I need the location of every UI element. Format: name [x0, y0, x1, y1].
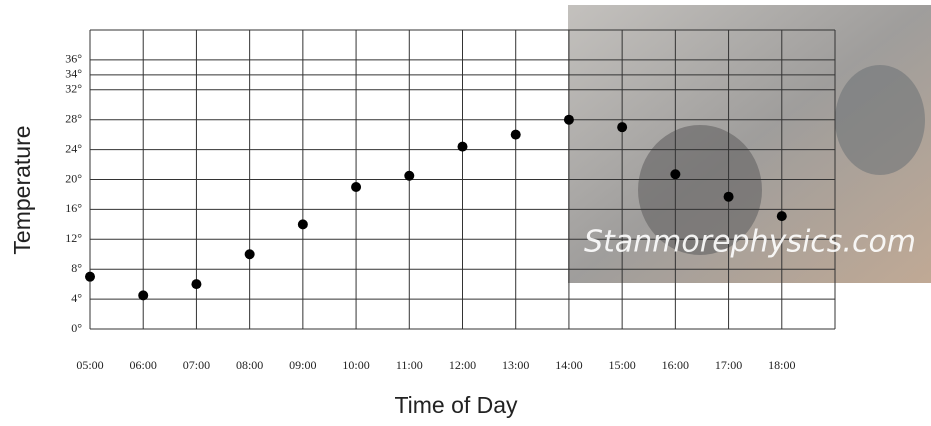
- y-tick-label: 24°: [65, 141, 82, 155]
- watermark: Stanmorephysics.com: [584, 225, 916, 260]
- data-point: [777, 211, 787, 221]
- data-point: [138, 290, 148, 300]
- x-tick-label: 15:00: [608, 358, 635, 372]
- data-point: [85, 272, 95, 282]
- x-tick-label: 13:00: [502, 358, 529, 372]
- y-tick-label: 34°: [65, 67, 82, 81]
- y-tick-label: 20°: [65, 171, 82, 185]
- chart: 0° 4° 8° 12° 16° 20° 24° 28° 32°34°36° 05:00 06:00…: [0, 0, 931, 426]
- x-tick-label: 14:00: [555, 358, 582, 372]
- data-point: [351, 182, 361, 192]
- y-tick-label: 4°: [71, 291, 82, 305]
- x-tick-label: 08:00: [236, 358, 263, 372]
- data-point: [458, 142, 468, 152]
- y-tick-label: 16°: [65, 201, 82, 215]
- x-tick-label: 10:00: [342, 358, 369, 372]
- data-point: [245, 249, 255, 259]
- y-tick-label: 36°: [65, 52, 82, 66]
- x-tick-label: 09:00: [289, 358, 316, 372]
- x-axis-title: Time of Day: [394, 392, 518, 418]
- y-tick-label: 8°: [71, 261, 82, 275]
- data-point: [404, 171, 414, 181]
- data-point: [724, 192, 734, 202]
- x-tick-label: 06:00: [130, 358, 157, 372]
- y-axis-title: Temperature: [9, 125, 35, 254]
- data-point: [670, 169, 680, 179]
- y-tick-label: 12°: [65, 231, 82, 245]
- y-tick-label: 32°: [65, 82, 82, 96]
- data-point: [617, 122, 627, 132]
- x-tick-label: 05:00: [76, 358, 103, 372]
- x-tick-label: 11:00: [396, 358, 423, 372]
- x-tick-label: 16:00: [662, 358, 689, 372]
- data-point: [191, 279, 201, 289]
- x-tick-label: 18:00: [768, 358, 795, 372]
- data-point: [298, 219, 308, 229]
- y-tick-label: 0°: [71, 321, 82, 335]
- x-tick-label: 17:00: [715, 358, 742, 372]
- x-tick-label: 07:00: [183, 358, 210, 372]
- data-point: [511, 130, 521, 140]
- watermark-pot: [835, 65, 925, 175]
- data-point: [564, 115, 574, 125]
- y-tick-label: 28°: [65, 111, 82, 125]
- x-tick-label: 12:00: [449, 358, 476, 372]
